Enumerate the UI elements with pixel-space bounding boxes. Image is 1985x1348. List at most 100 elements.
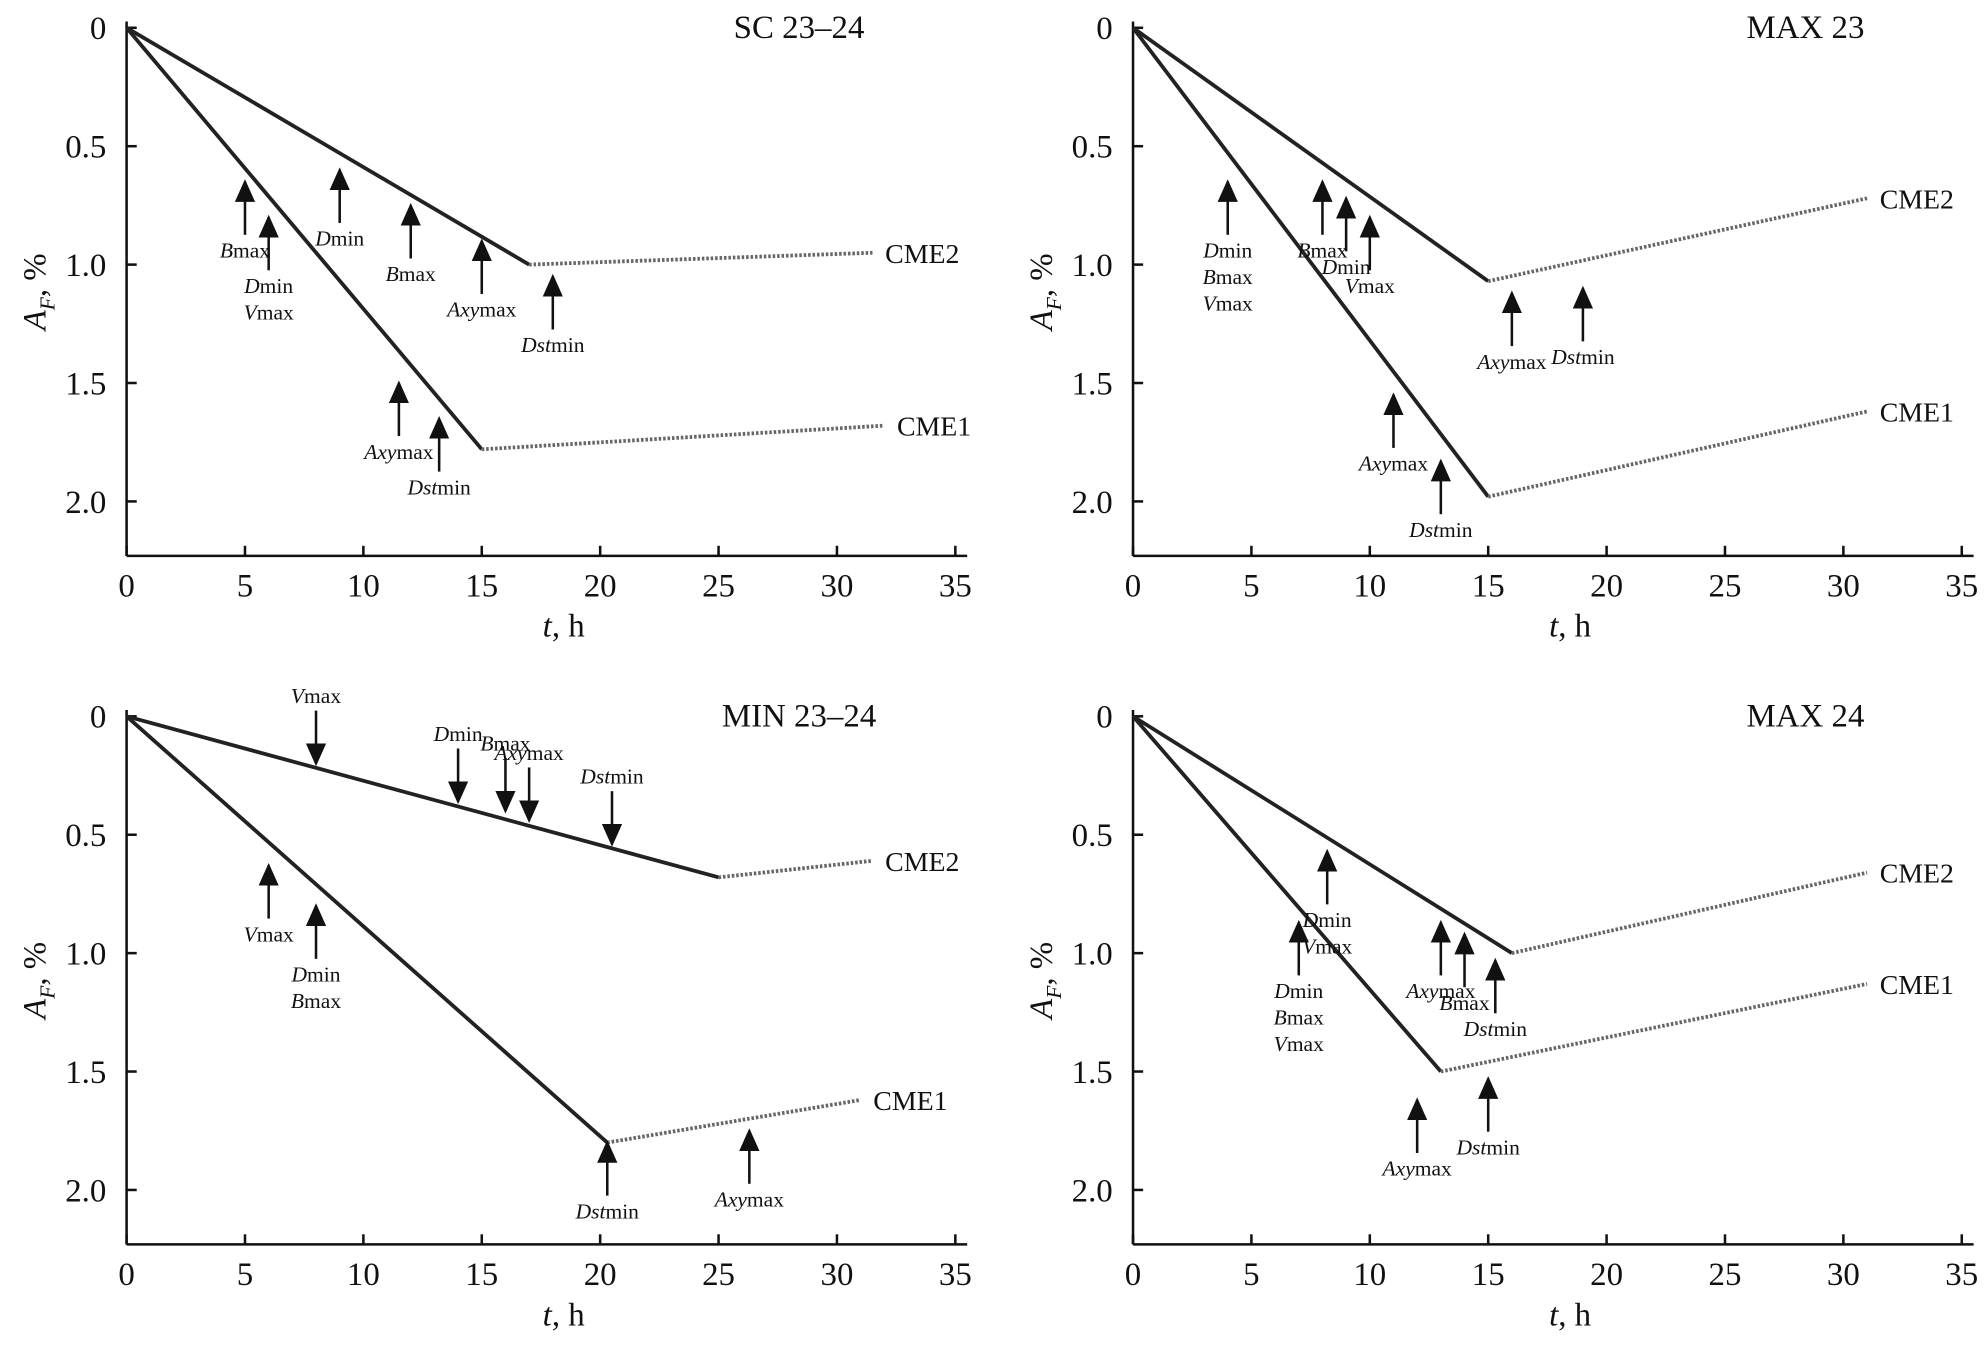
y-tick-label: 1.5 — [1072, 366, 1113, 402]
series-label: CME2 — [1880, 184, 1954, 215]
y-label-main: A — [18, 998, 54, 1021]
series-label: CME1 — [1880, 398, 1954, 429]
annotation-label: Vmax — [1203, 292, 1253, 316]
annotation-label: Dstmin — [575, 1199, 640, 1223]
y-tick-label: 1.5 — [65, 1055, 106, 1091]
y-label-rest: , % — [18, 253, 54, 297]
annotation-label: Vmax — [1302, 935, 1352, 959]
y-tick-label: 0.5 — [1072, 818, 1113, 854]
x-tick-label: 20 — [584, 1257, 617, 1293]
panel: 0 5 10 15 20 25 30 35 0 0.5 1.0 1.5 2.0 t, h AF, % SC 2… — [18, 10, 972, 645]
series-label: CME1 — [1880, 970, 1954, 1001]
annotation-label: Dmin — [291, 963, 341, 987]
x-tick-label: 25 — [1709, 1257, 1742, 1293]
x-tick-label: 30 — [1827, 568, 1860, 604]
line-recovery — [1511, 870, 1868, 955]
x-tick-label: 20 — [1590, 1257, 1623, 1293]
y-tick-label: 0.5 — [1072, 130, 1113, 166]
x-tick-label: 5 — [1243, 568, 1259, 604]
y-tick-label: 0.5 — [65, 130, 106, 166]
line-descent — [1131, 26, 1490, 498]
x-tick-label: 10 — [1353, 1257, 1386, 1293]
annotation-label: Axymax — [1475, 350, 1547, 374]
y-tick-label: 1.0 — [65, 937, 106, 973]
x-axis-label: t, h — [1549, 609, 1591, 645]
annotation-label: Vmax — [1274, 1032, 1324, 1056]
annotation-label: Axymax — [1404, 979, 1476, 1003]
annotation-label: Dstmin — [406, 475, 471, 499]
annotation-label: Dstmin — [1550, 345, 1615, 369]
line-recovery — [1487, 409, 1868, 499]
y-tick-label: 2.0 — [65, 1173, 106, 1209]
y-tick-label: 0 — [90, 700, 106, 736]
y-label-rest: , % — [18, 942, 54, 986]
annotation-label: Dstmin — [579, 765, 644, 789]
panel: 0 5 10 15 20 25 30 35 0 0.5 1.0 1.5 2.0 t, h AF, % MIN … — [18, 684, 972, 1333]
x-tick-label: 10 — [347, 568, 380, 604]
chart-title: MAX 23 — [1747, 10, 1865, 46]
annotation-label: Dstmin — [1408, 518, 1473, 542]
x-tick-label: 15 — [465, 1257, 498, 1293]
annotation-label: Dstmin — [1463, 1017, 1528, 1041]
y-axis-label: AF, % — [1024, 253, 1066, 332]
line-descent — [126, 714, 720, 880]
annotation-label: Vmax — [291, 684, 341, 708]
y-axis-label: AF, % — [1024, 942, 1066, 1021]
x-tick-label: 5 — [237, 568, 253, 604]
annotation-label: Vmax — [244, 301, 294, 325]
line-descent — [125, 26, 484, 451]
y-tick-label: 1.5 — [1072, 1055, 1113, 1091]
annotation-label: Bmax — [291, 989, 341, 1013]
line-recovery — [529, 250, 873, 267]
annotation-label: Axymax — [1357, 452, 1429, 476]
x-tick-label: 0 — [118, 568, 134, 604]
x-tick-label: 35 — [1945, 1257, 1978, 1293]
annotation-label: Vmax — [244, 922, 294, 946]
annotation-label: Dmin — [1273, 979, 1323, 1003]
line-recovery — [606, 1098, 861, 1145]
y-tick-label: 1.0 — [65, 248, 106, 284]
annotation-label: Dmin — [433, 722, 483, 746]
annotation-label: Bmax — [1297, 239, 1347, 263]
x-axis-label: t, h — [543, 609, 585, 645]
annotation-label: Axymax — [1381, 1157, 1453, 1181]
x-tick-label: 25 — [1709, 568, 1742, 604]
x-tick-label: 15 — [1472, 1257, 1505, 1293]
line-recovery — [1487, 196, 1868, 284]
x-axis-label: t, h — [543, 1297, 585, 1333]
y-tick-label: 1.5 — [65, 366, 106, 402]
chart-title: MAX 24 — [1747, 698, 1865, 734]
line-descent — [125, 714, 609, 1144]
y-tick-label: 0.5 — [65, 818, 106, 854]
x-tick-label: 5 — [1243, 1257, 1259, 1293]
x-tick-label: 5 — [237, 1257, 253, 1293]
annotation-label: Bmax — [1274, 1006, 1324, 1030]
chart-title: MIN 23–24 — [722, 698, 876, 734]
x-axis-label: t, h — [1549, 1297, 1591, 1333]
annotation-label: Dstmin — [1456, 1135, 1521, 1159]
x-tick-label: 0 — [118, 1257, 134, 1293]
y-axis-label: AF, % — [18, 253, 60, 332]
y-tick-label: 2.0 — [1072, 485, 1113, 521]
y-label-sub: F — [35, 296, 59, 311]
y-tick-label: 2.0 — [65, 485, 106, 521]
y-tick-label: 2.0 — [1072, 1173, 1113, 1209]
x-tick-label: 35 — [939, 1257, 972, 1293]
x-tick-label: 25 — [702, 568, 735, 604]
annotation-label: Dmin — [1321, 255, 1371, 279]
x-tick-label: 15 — [465, 568, 498, 604]
y-label-rest: , % — [1024, 253, 1060, 297]
annotation-label: Axymax — [445, 298, 517, 322]
annotation-label: Bmax — [386, 262, 436, 286]
annotation-label: Axymax — [362, 440, 434, 464]
x-tick-label: 35 — [1945, 568, 1978, 604]
series-label: CME2 — [1880, 859, 1954, 890]
y-label-sub: F — [1042, 296, 1066, 311]
x-tick-label: 10 — [347, 1257, 380, 1293]
x-tick-label: 0 — [1125, 1257, 1141, 1293]
y-label-rest: , % — [1024, 942, 1060, 986]
x-tick-label: 30 — [820, 568, 853, 604]
line-recovery — [718, 858, 873, 880]
y-tick-label: 0 — [1096, 700, 1112, 736]
